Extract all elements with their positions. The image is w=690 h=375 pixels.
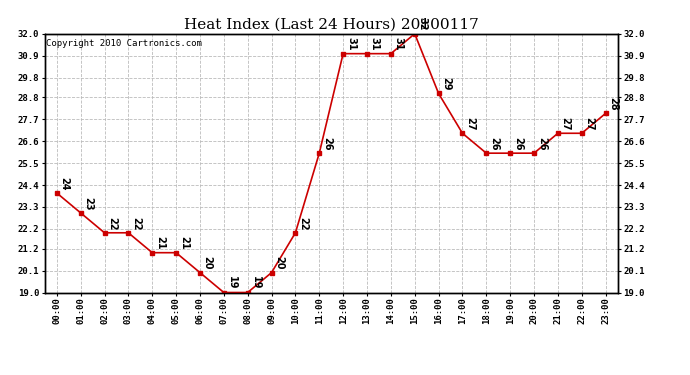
Text: 20: 20: [275, 256, 284, 270]
Text: 23: 23: [83, 196, 93, 210]
Text: 22: 22: [107, 216, 117, 230]
Text: 26: 26: [513, 137, 523, 150]
Text: 27: 27: [561, 117, 571, 130]
Text: 31: 31: [370, 38, 380, 51]
Text: 31: 31: [346, 38, 356, 51]
Text: 32: 32: [417, 18, 428, 31]
Text: 20: 20: [203, 256, 213, 270]
Text: 22: 22: [298, 216, 308, 230]
Text: 26: 26: [489, 137, 499, 150]
Text: 28: 28: [609, 97, 618, 111]
Text: 26: 26: [322, 137, 332, 150]
Text: 24: 24: [59, 177, 70, 190]
Text: 27: 27: [465, 117, 475, 130]
Text: 21: 21: [179, 236, 189, 250]
Text: Copyright 2010 Cartronics.com: Copyright 2010 Cartronics.com: [46, 39, 202, 48]
Text: 22: 22: [131, 216, 141, 230]
Text: 21: 21: [155, 236, 165, 250]
Text: 26: 26: [537, 137, 546, 150]
Text: 27: 27: [584, 117, 595, 130]
Text: 19: 19: [250, 276, 260, 290]
Title: Heat Index (Last 24 Hours) 20100117: Heat Index (Last 24 Hours) 20100117: [184, 17, 479, 31]
Text: 19: 19: [226, 276, 237, 290]
Text: 29: 29: [442, 77, 451, 91]
Text: 31: 31: [393, 38, 404, 51]
